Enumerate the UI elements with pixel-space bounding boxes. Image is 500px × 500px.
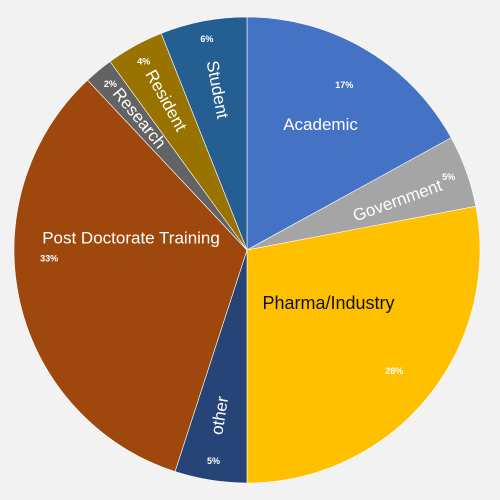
- slice-pct-post-doctorate-training: 33%: [40, 253, 58, 263]
- slice-label-pharma-industry: Pharma/Industry: [262, 293, 394, 313]
- slice-label-post-doctorate-training: Post Doctorate Training: [42, 229, 220, 248]
- slice-pct-resident: 4%: [137, 57, 150, 67]
- pie-slice-post-doctorate-training: [13, 79, 248, 472]
- pie-slice-pharma-industry: [246, 205, 481, 484]
- pie-slice-student: [160, 16, 248, 251]
- slice-pct-research: 2%: [104, 79, 117, 89]
- slice-pct-pharma-industry: 28%: [385, 366, 403, 376]
- slice-pct-student: 6%: [200, 34, 213, 44]
- slice-pct-other: 5%: [207, 456, 220, 466]
- slice-pct-government: 5%: [442, 172, 455, 182]
- slice-pct-academic: 17%: [335, 80, 353, 90]
- pie-slice-academic: [246, 16, 452, 251]
- slice-label-academic: Academic: [283, 115, 358, 134]
